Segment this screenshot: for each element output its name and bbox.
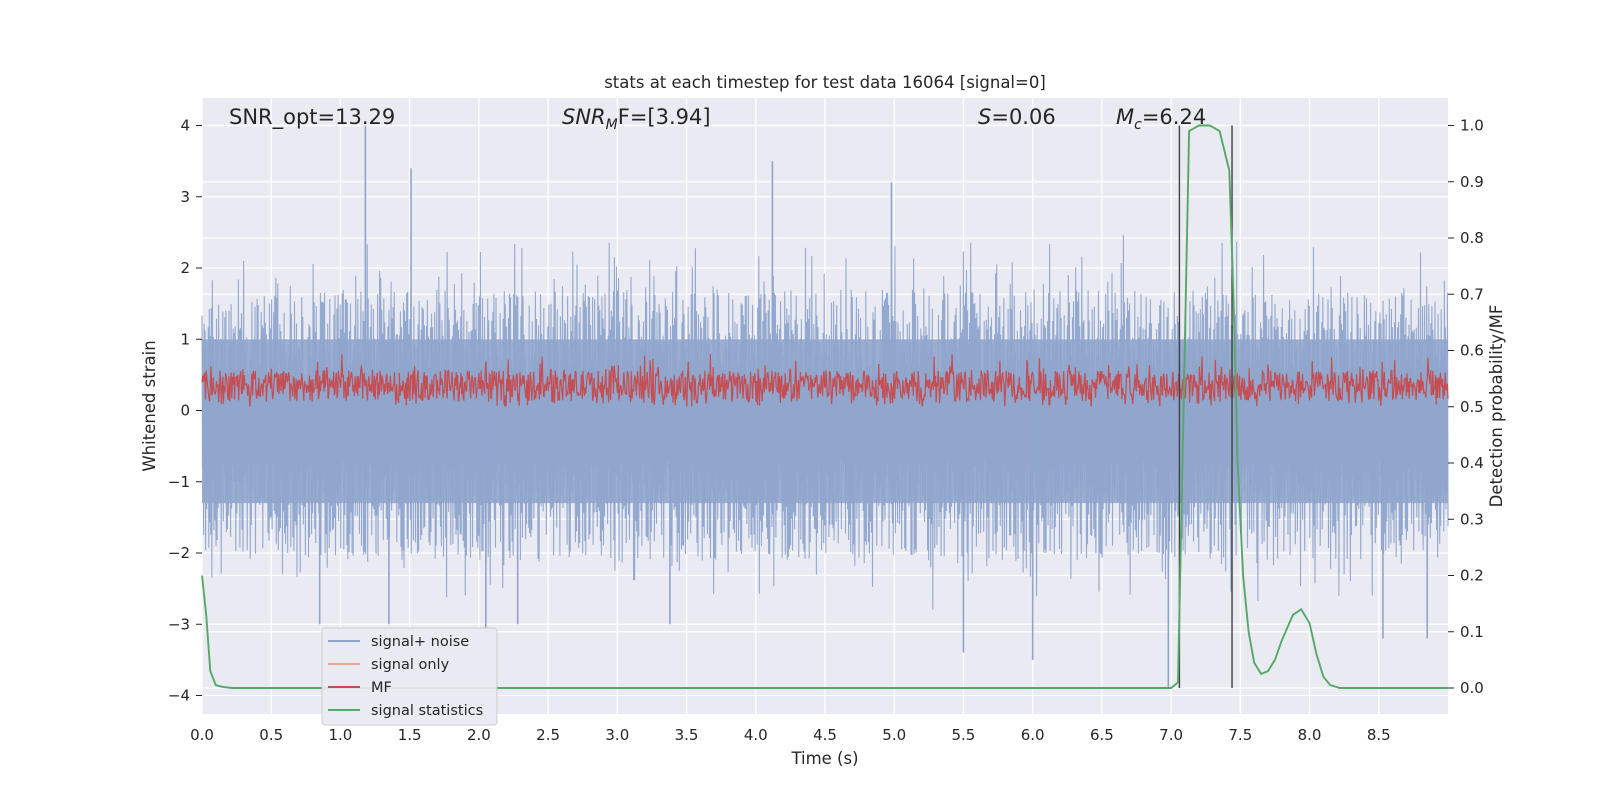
left-y-tick-label-3: 3 — [180, 188, 190, 206]
legend-label-signal-plus-noise: signal+ noise — [371, 634, 469, 650]
right-y-tick-label-0-3: 0.3 — [1460, 510, 1484, 528]
left-y-tick-label-minus-3: −3 — [168, 615, 190, 633]
x-tick-label-4-5: 4.5 — [813, 726, 837, 744]
legend-label-signal-statistics: signal statistics — [371, 703, 483, 719]
annotation-snr-mf-rest: F=[3.94] — [618, 105, 711, 129]
annotation-mc-var: M — [1116, 105, 1134, 129]
x-tick-label-8-0: 8.0 — [1298, 726, 1322, 744]
right-y-tick-label-0-8: 0.8 — [1460, 229, 1484, 247]
annotation-s: S=0.06 — [978, 105, 1056, 129]
left-y-tick-label-minus-4: −4 — [168, 687, 190, 705]
annotation-s-var: S — [978, 105, 991, 129]
legend-label-signal-only: signal only — [371, 657, 450, 673]
right-y-tick-label-0-1: 0.1 — [1460, 623, 1484, 641]
x-tick-label-6-5: 6.5 — [1090, 726, 1114, 744]
x-tick-label-6-0: 6.0 — [1021, 726, 1045, 744]
left-y-tick-label-0: 0 — [180, 402, 190, 420]
x-tick-label-3-0: 3.0 — [605, 726, 629, 744]
left-y-tick-label-1: 1 — [180, 330, 190, 348]
x-tick-label-5-5: 5.5 — [952, 726, 976, 744]
right-y-axis-ticks: 1.0 0.9 0.8 0.7 0.6 0.5 0.4 0.3 0.2 0.1 0.0 — [1448, 117, 1484, 697]
series-signal-statistics-line — [201, 124, 1448, 689]
x-tick-label-2-5: 2.5 — [536, 726, 560, 744]
legend: signal+ noise signal only MF signal stat… — [321, 627, 498, 726]
left-y-tick-label-minus-2: −2 — [168, 544, 190, 562]
x-tick-label-7-5: 7.5 — [1228, 726, 1252, 744]
right-y-tick-label-0-0: 0.0 — [1460, 679, 1484, 697]
legend-label-mf: MF — [371, 680, 392, 696]
annotation-mc: Mc=6.24 — [1116, 105, 1206, 133]
series-mf-line — [201, 354, 1449, 407]
x-tick-label-1-5: 1.5 — [398, 726, 422, 744]
x-axis-label: Time (s) — [790, 749, 858, 768]
right-y-tick-label-0-5: 0.5 — [1460, 398, 1484, 416]
x-tick-label-3-5: 3.5 — [675, 726, 699, 744]
signal-plus-noise-line — [201, 234, 1449, 610]
x-tick-label-1-0: 1.0 — [329, 726, 353, 744]
chart-title: stats at each timestep for test data 160… — [604, 73, 1046, 92]
x-tick-label-2-0: 2.0 — [467, 726, 491, 744]
annotation-s-rest: =0.06 — [991, 105, 1055, 129]
annotation-mc-sub: c — [1134, 117, 1142, 133]
legend-box — [321, 627, 498, 726]
annotation-snr-mf-var: SNR — [562, 105, 606, 129]
y-axis-label-left: Whitened strain — [140, 340, 159, 471]
left-y-axis-ticks: 4 3 2 1 0 −1 −2 −3 −4 — [168, 117, 202, 705]
series-signal-plus-noise — [201, 125, 1449, 689]
right-y-tick-label-0-4: 0.4 — [1460, 454, 1484, 472]
x-axis-ticks: 0.0 0.5 1.0 1.5 2.0 2.5 3.0 3.5 4.0 4.5 5.0 5.5 6.0 6… — [190, 726, 1391, 744]
annotation-snr-opt: SNR_opt=13.29 — [229, 105, 395, 130]
x-tick-label-0-0: 0.0 — [190, 726, 214, 744]
left-y-tick-label-4: 4 — [180, 117, 190, 135]
right-y-tick-label-1-0: 1.0 — [1460, 117, 1484, 135]
right-y-tick-label-0-2: 0.2 — [1460, 567, 1484, 585]
right-y-tick-label-0-9: 0.9 — [1460, 173, 1484, 191]
annotation-mc-rest: =6.24 — [1142, 105, 1206, 129]
signal-plus-noise-peaks — [318, 125, 1429, 689]
y-axis-label-right: Detection probability/MF — [1487, 305, 1506, 508]
annotation-snr-mf: SNRMF=[3.94] — [562, 105, 711, 133]
x-tick-label-0-5: 0.5 — [259, 726, 283, 744]
left-y-tick-label-2: 2 — [180, 259, 190, 277]
x-tick-label-5-0: 5.0 — [882, 726, 906, 744]
x-tick-label-8-5: 8.5 — [1367, 726, 1391, 744]
right-y-tick-label-0-7: 0.7 — [1460, 285, 1484, 303]
x-tick-label-4-0: 4.0 — [744, 726, 768, 744]
annotation-snr-mf-sub: M — [606, 117, 618, 133]
left-y-tick-label-minus-1: −1 — [168, 473, 190, 491]
right-y-tick-label-0-6: 0.6 — [1460, 342, 1484, 360]
x-tick-label-7-0: 7.0 — [1159, 726, 1183, 744]
